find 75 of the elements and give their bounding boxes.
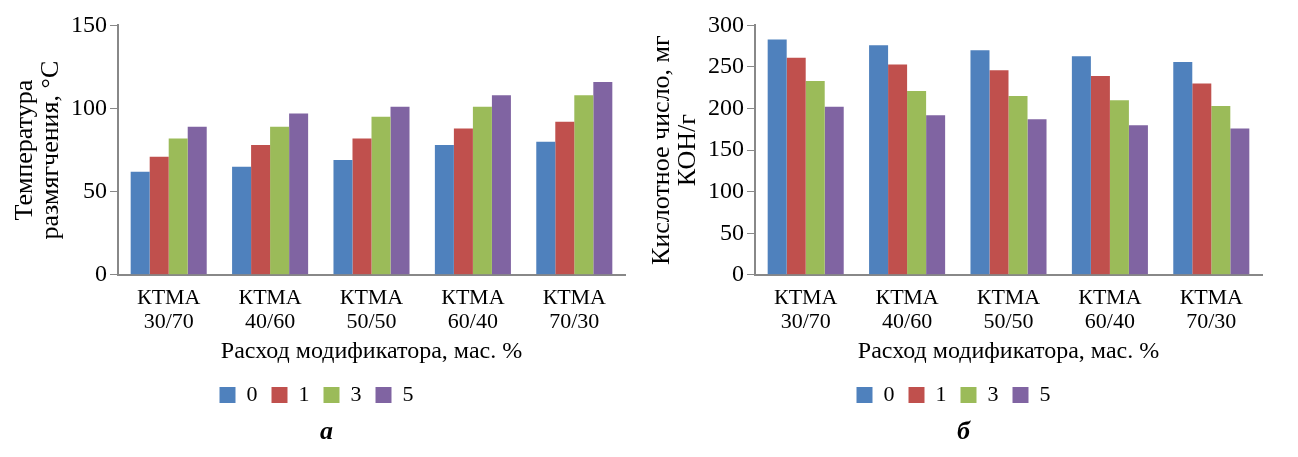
bar — [1008, 96, 1028, 275]
y-tick-label: 200 — [708, 93, 744, 120]
x-tick-label: КТМА 60/40 — [1078, 283, 1142, 333]
y-tick-label: 0 — [732, 260, 744, 287]
bar — [1192, 83, 1212, 275]
x-tick-label: КТМА 70/30 — [1179, 283, 1244, 333]
x-tick-label: КТМА 40/60 — [875, 283, 939, 333]
bar — [824, 106, 844, 275]
bar — [371, 116, 391, 275]
x-tick-label: КТМА 60/40 — [441, 283, 505, 333]
bar — [786, 57, 806, 275]
legend-label: 3 — [987, 380, 999, 406]
bar — [491, 95, 511, 275]
x-tick-label: КТМА 30/70 — [137, 283, 201, 333]
y-tick-label: 50 — [83, 176, 107, 203]
text: б — [956, 416, 972, 446]
y-tick-label: 250 — [708, 52, 744, 79]
legend-label: 1 — [935, 380, 947, 406]
bar — [1211, 106, 1231, 275]
y-tick-label: 150 — [71, 10, 107, 37]
text: а — [319, 416, 334, 446]
y-tick-label: 100 — [71, 93, 107, 120]
bar — [767, 39, 787, 275]
bar — [593, 81, 613, 275]
x-tick-label: КТМА 70/30 — [542, 283, 607, 333]
bar — [888, 64, 908, 275]
x-axis-title: Расход модификатора, мас. % — [220, 336, 523, 363]
y-tick-label: 300 — [708, 10, 744, 37]
legend-label: 3 — [350, 380, 362, 406]
legend-label: 0 — [883, 380, 895, 406]
bar — [555, 121, 575, 275]
legend-label: 5 — [402, 380, 414, 406]
bar — [989, 70, 1009, 275]
bar — [390, 106, 410, 275]
y-tick-label: 50 — [720, 218, 744, 245]
bar — [149, 156, 169, 275]
y-axis-title: Кислотное число, мг КОН/г — [645, 35, 701, 265]
bar — [289, 113, 309, 275]
x-tick-label: КТМА 50/50 — [339, 283, 404, 333]
legend-label: 5 — [1039, 380, 1051, 406]
bar — [270, 126, 290, 275]
legend-label: 0 — [246, 380, 258, 406]
bar — [352, 138, 372, 275]
bar — [1109, 100, 1129, 275]
x-tick-label: КТМА 30/70 — [774, 283, 838, 333]
bar — [1027, 119, 1047, 275]
legend-label: 1 — [298, 380, 310, 406]
y-tick-label: 150 — [708, 135, 744, 162]
bar — [907, 91, 927, 275]
bar — [130, 171, 150, 275]
bar — [1230, 128, 1250, 275]
bar — [970, 50, 990, 275]
y-tick-label: 0 — [95, 260, 107, 287]
bar — [536, 141, 556, 275]
x-tick-label: КТМА 50/50 — [976, 283, 1041, 333]
bar — [453, 128, 473, 275]
bar — [1173, 61, 1193, 275]
x-axis-title: Расход модификатора, мас. % — [857, 336, 1160, 363]
bar — [168, 138, 188, 275]
bar — [805, 81, 825, 275]
y-axis-title: Температура размягчения, °C — [8, 60, 64, 240]
bar — [232, 166, 252, 275]
bar — [472, 106, 492, 275]
bar — [1128, 125, 1148, 275]
bar — [869, 45, 889, 275]
bar — [926, 115, 946, 275]
bar — [434, 145, 454, 275]
y-tick-label: 100 — [708, 176, 744, 203]
bar — [187, 126, 207, 275]
bar — [574, 95, 594, 275]
bar — [333, 160, 353, 275]
bar — [1090, 76, 1110, 275]
bar — [1071, 56, 1091, 275]
bar — [251, 145, 271, 275]
x-tick-label: КТМА 40/60 — [238, 283, 302, 333]
